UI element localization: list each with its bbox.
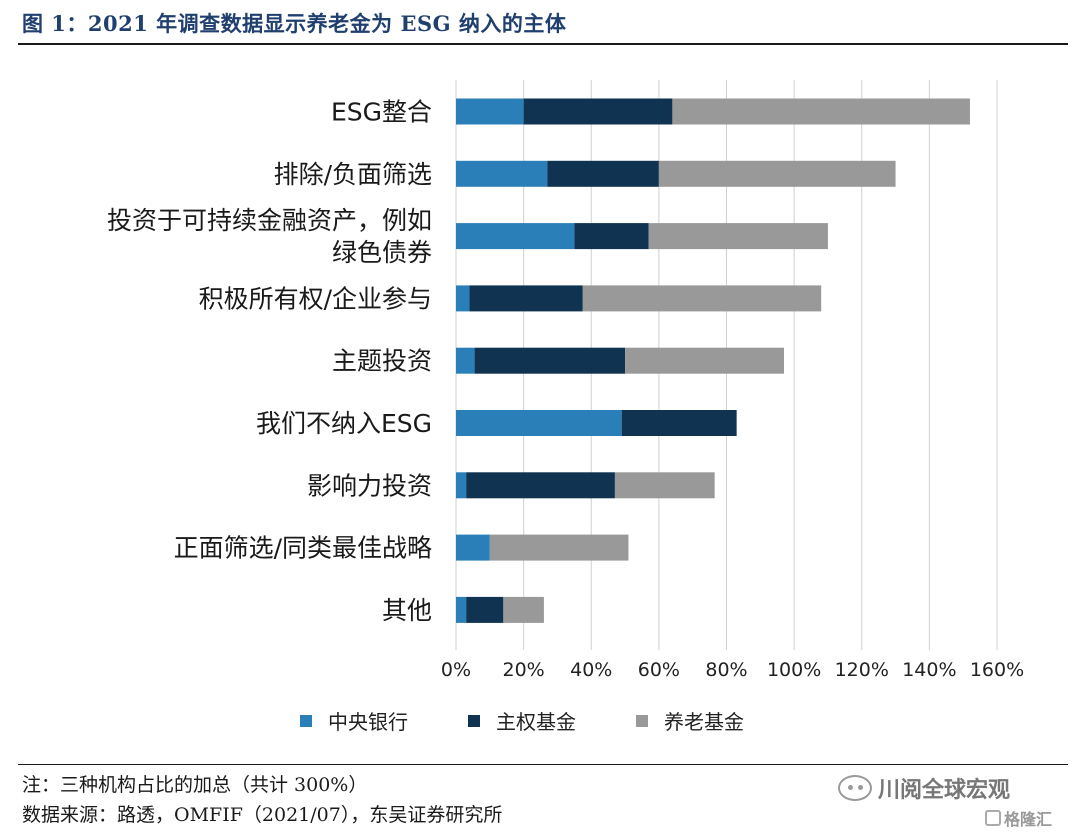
bar-segment-pension-fund xyxy=(582,285,822,312)
bar-segment-central-bank xyxy=(456,472,467,499)
category-label: ESG整合 xyxy=(331,98,432,127)
category-label: 正面筛选/同类最佳战略 xyxy=(174,534,432,563)
bar-segment-sovereign-fund xyxy=(621,410,737,436)
legend-swatch-sovereign-fund xyxy=(468,714,480,727)
x-tick-label: 20% xyxy=(503,659,545,681)
footer-rule xyxy=(18,764,1068,765)
watermark-account: 川阅全球宏观 xyxy=(878,778,1011,803)
legend-item-central-bank: 中央银行 xyxy=(300,706,408,735)
x-tick-label: 0% xyxy=(441,659,471,681)
site-watermark: 格隆汇 xyxy=(985,806,1052,830)
legend-item-pension-fund: 养老基金 xyxy=(636,706,744,735)
legend-label-pension-fund: 养老基金 xyxy=(664,710,744,734)
category-label: 排除/负面筛选 xyxy=(274,160,432,189)
x-tick-labels: 0% 20% 40% 60% 80% 100% 120% 140% 160% xyxy=(441,659,1024,681)
x-tick-label: 160% xyxy=(970,659,1024,681)
x-tick-label: 40% xyxy=(570,659,612,681)
bar-segment-pension-fund xyxy=(658,160,896,187)
category-label: 投资于可持续金融资产，例如 xyxy=(107,206,432,235)
bar-segment-pension-fund xyxy=(503,596,544,623)
wechat-watermark: 川阅全球宏观 xyxy=(838,772,1010,804)
x-tick-label: 60% xyxy=(638,659,680,681)
legend-item-sovereign-fund: 主权基金 xyxy=(468,706,576,735)
bars xyxy=(456,98,970,623)
bar-segment-pension-fund xyxy=(672,98,970,125)
legend-label-sovereign-fund: 主权基金 xyxy=(496,710,576,734)
bar-segment-sovereign-fund xyxy=(474,347,626,374)
watermark-site: 格隆汇 xyxy=(1004,810,1053,829)
x-tick-label: 140% xyxy=(902,659,956,681)
bar-segment-central-bank xyxy=(456,596,467,623)
legend-swatch-pension-fund xyxy=(636,714,648,727)
source-text: 数据来源：路透，OMFIF（2021/07），东吴证券研究所 xyxy=(22,804,503,826)
bar-segment-central-bank xyxy=(456,347,475,374)
stacked-bar-chart: ESG整合排除/负面筛选投资于可持续金融资产，例如绿色债券积极所有权/企业参与主… xyxy=(107,80,1024,681)
bar-segment-sovereign-fund xyxy=(466,596,504,623)
bar-segment-sovereign-fund xyxy=(466,472,615,499)
category-label: 我们不纳入ESG xyxy=(256,409,432,438)
bar-segment-central-bank xyxy=(456,410,622,436)
figure-title: 图 1：2021 年调查数据显示养老金为 ESG 纳入的主体 xyxy=(22,11,567,36)
note-text: 注：三种机构占比的加总（共计 300%） xyxy=(22,774,368,796)
category-labels: ESG整合排除/负面筛选投资于可持续金融资产，例如绿色债券积极所有权/企业参与主… xyxy=(107,98,432,625)
bar-segment-central-bank xyxy=(456,160,548,187)
bar-segment-sovereign-fund xyxy=(523,98,673,125)
bar-segment-central-bank xyxy=(456,98,524,125)
x-tick-label: 100% xyxy=(767,659,821,681)
category-label: 影响力投资 xyxy=(307,471,432,500)
bar-segment-pension-fund xyxy=(648,223,828,250)
bar-segment-central-bank xyxy=(456,285,470,312)
legend-swatch-central-bank xyxy=(300,714,312,727)
bar-segment-sovereign-fund xyxy=(547,160,659,187)
title-rule xyxy=(18,43,1068,45)
category-label: 积极所有权/企业参与 xyxy=(199,284,432,313)
wechat-icon xyxy=(838,775,872,801)
x-tick-label: 80% xyxy=(705,659,747,681)
bar-segment-pension-fund xyxy=(625,347,784,374)
legend: 中央银行 主权基金 养老基金 xyxy=(300,706,804,735)
bar-segment-pension-fund xyxy=(489,534,629,561)
bar-segment-sovereign-fund xyxy=(469,285,583,312)
category-label: 主题投资 xyxy=(332,347,432,376)
category-label: 其他 xyxy=(382,596,432,625)
gelonghui-icon xyxy=(985,810,1001,826)
bar-segment-pension-fund xyxy=(614,472,715,499)
bar-segment-central-bank xyxy=(456,534,490,561)
bar-segment-central-bank xyxy=(456,223,575,250)
category-label: 绿色债券 xyxy=(332,238,432,267)
legend-label-central-bank: 中央银行 xyxy=(328,710,408,734)
bar-segment-sovereign-fund xyxy=(574,223,649,250)
x-tick-label: 120% xyxy=(835,659,889,681)
